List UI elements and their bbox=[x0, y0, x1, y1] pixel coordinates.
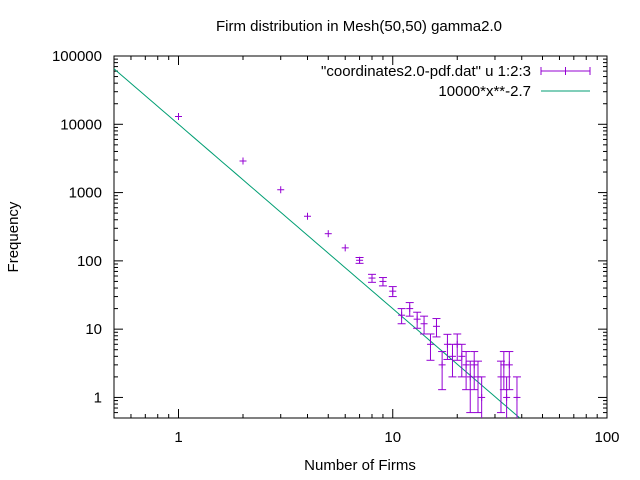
data-point bbox=[378, 277, 387, 287]
data-point bbox=[388, 286, 397, 298]
data-points-series bbox=[174, 113, 521, 418]
data-point bbox=[413, 311, 422, 329]
data-point bbox=[174, 113, 182, 121]
data-point bbox=[405, 302, 414, 317]
data-point bbox=[438, 351, 447, 391]
data-point bbox=[462, 351, 471, 391]
y-axis-label: Frequency bbox=[5, 201, 22, 272]
data-point bbox=[477, 376, 486, 418]
data-point bbox=[443, 333, 452, 360]
data-point bbox=[303, 212, 311, 220]
data-point bbox=[355, 256, 364, 264]
legend-label-data: "coordinates2.0-pdf.dat" u 1:2:3 bbox=[321, 63, 531, 80]
data-point bbox=[420, 315, 429, 335]
chart-title: Firm distribution in Mesh(50,50) gamma2.… bbox=[216, 18, 502, 35]
axis-ticks bbox=[113, 55, 608, 419]
x-tick-label: 10 bbox=[384, 429, 401, 446]
data-point bbox=[367, 273, 376, 283]
y-tick-label: 10000 bbox=[60, 116, 102, 133]
fit-line-series bbox=[113, 68, 520, 419]
legend-label-fit: 10000*x**-2.7 bbox=[438, 83, 531, 100]
data-point bbox=[426, 333, 435, 361]
y-tick-label: 10 bbox=[85, 321, 102, 338]
y-tick-labels: 1 10 100 1000 10000 100000 bbox=[52, 48, 102, 406]
data-point bbox=[470, 351, 479, 391]
x-tick-label: 100 bbox=[594, 429, 619, 446]
legend: "coordinates2.0-pdf.dat" u 1:2:3 10000*x… bbox=[321, 63, 591, 100]
y-tick-label: 1000 bbox=[69, 185, 102, 202]
data-point bbox=[453, 333, 462, 361]
x-tick-label: 1 bbox=[174, 429, 182, 446]
x-axis-label: Number of Firms bbox=[304, 457, 416, 474]
y-tick-label: 100000 bbox=[52, 48, 102, 65]
data-point bbox=[239, 157, 247, 165]
data-point bbox=[341, 244, 349, 252]
x-tick-labels: 1 10 100 bbox=[174, 429, 619, 446]
data-point bbox=[432, 318, 441, 338]
data-point bbox=[324, 230, 332, 238]
legend-symbol-data bbox=[540, 67, 591, 75]
fit-line bbox=[113, 68, 520, 419]
data-point bbox=[474, 360, 483, 414]
y-tick-label: 1 bbox=[94, 389, 102, 406]
plot-frame bbox=[113, 55, 608, 419]
data-point bbox=[505, 351, 514, 391]
data-point bbox=[277, 186, 285, 194]
data-point bbox=[457, 343, 466, 378]
data-point bbox=[466, 360, 475, 414]
y-tick-label: 100 bbox=[77, 253, 102, 270]
data-point bbox=[397, 308, 406, 325]
data-point bbox=[512, 376, 521, 418]
